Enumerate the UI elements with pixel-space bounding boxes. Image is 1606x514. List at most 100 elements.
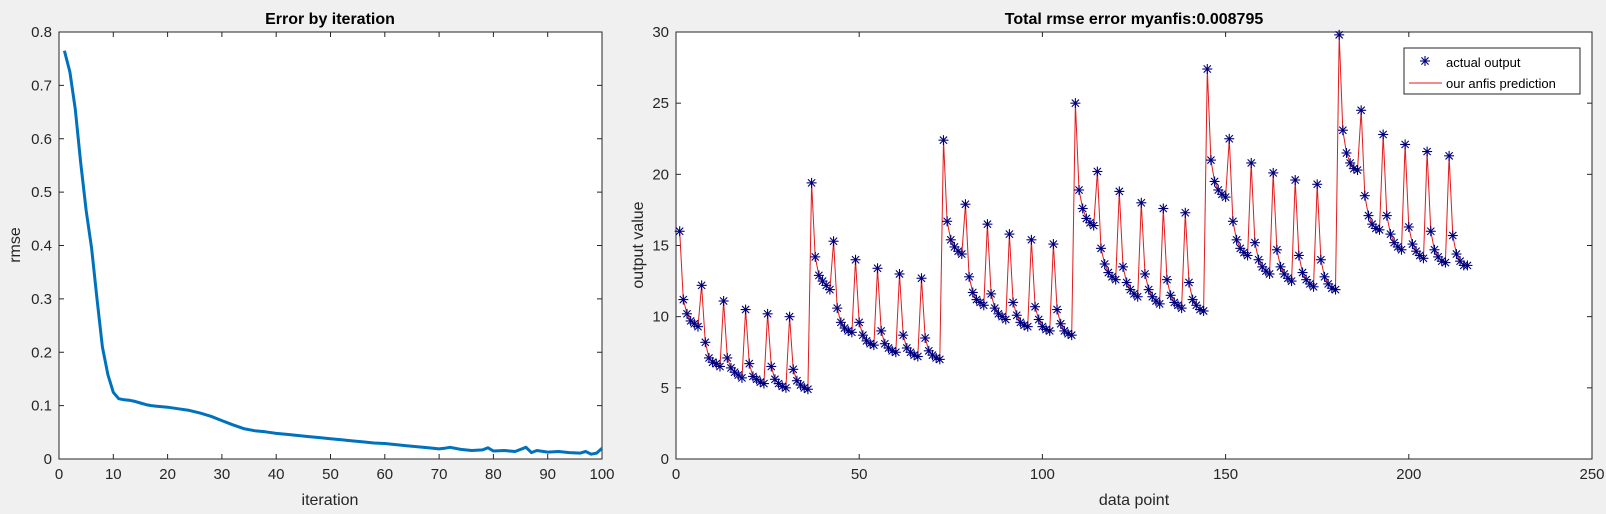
actual-output-point	[1048, 239, 1059, 250]
y-axis-label: output value	[630, 201, 647, 288]
x-tick-label: 60	[376, 466, 393, 483]
y-axis-label: rmse	[7, 227, 24, 263]
actual-output-point	[1132, 291, 1143, 302]
actual-output-point	[1352, 165, 1363, 176]
actual-output-point	[766, 361, 777, 372]
actual-output-point	[1429, 244, 1440, 255]
actual-output-point	[1114, 186, 1125, 197]
legend-marker-asterisk	[1420, 56, 1430, 66]
actual-output-point	[780, 382, 791, 393]
x-tick-label: 50	[851, 466, 868, 483]
x-tick-label: 0	[55, 466, 63, 483]
actual-output-point	[810, 251, 821, 262]
actual-output-point	[1330, 284, 1341, 295]
actual-output-point	[1136, 197, 1147, 208]
actual-output-point	[1341, 147, 1352, 158]
actual-output-point	[1052, 304, 1063, 315]
legend-asterisk	[1420, 56, 1430, 66]
actual-output-point	[850, 254, 861, 265]
y-tick-label: 0.2	[31, 344, 52, 361]
y-tick-label: 0.8	[31, 24, 52, 41]
actual-output-point	[1143, 284, 1154, 295]
actual-output-point	[1077, 203, 1088, 214]
actual-output-point	[934, 354, 945, 365]
actual-output-point	[700, 337, 711, 348]
legend-entry-anfis-prediction: our anfis prediction	[1446, 76, 1556, 91]
actual-output-point	[788, 364, 799, 375]
actual-output-point	[813, 270, 824, 281]
actual-output-point	[1301, 274, 1312, 285]
actual-output-point	[1030, 301, 1041, 312]
y-tick-label: 0.4	[31, 238, 52, 255]
actual-output-point	[964, 271, 975, 282]
x-tick-label: 90	[539, 466, 556, 483]
actual-output-point	[1451, 249, 1462, 260]
actual-output-point	[835, 317, 846, 328]
actual-output-point	[1440, 257, 1451, 268]
y-tick-label: 0.6	[31, 131, 52, 148]
x-tick-label: 20	[159, 466, 176, 483]
actual-output-point	[1092, 166, 1103, 177]
actual-output-point	[1444, 150, 1455, 161]
actual-output-point	[1205, 155, 1216, 166]
actual-output-point	[1165, 290, 1176, 301]
actual-output-point	[1337, 125, 1348, 136]
actual-output-point	[1004, 229, 1015, 240]
actual-output-point	[1264, 268, 1275, 279]
y-tick-label: 20	[652, 166, 669, 183]
actual-output-point	[1066, 330, 1077, 341]
actual-output-point	[1290, 175, 1301, 186]
actual-output-point	[1319, 271, 1330, 282]
y-tick-label: 0	[661, 451, 669, 468]
legend-box	[1403, 47, 1581, 95]
actual-output-point	[1074, 184, 1085, 195]
y-tick-label: 0.1	[31, 398, 52, 415]
actual-output-point	[777, 381, 788, 392]
x-tick-label: 40	[268, 466, 285, 483]
error-by-iteration-chart: Error by iteration iteration rmse 0 10 20 3…	[7, 11, 615, 509]
x-axis-label: iteration	[302, 492, 359, 509]
actual-output-point	[1356, 105, 1367, 116]
y-tick-label: 5	[661, 380, 669, 397]
plot-area	[58, 31, 603, 460]
actual-output-point	[1033, 314, 1044, 325]
x-tick-label: 0	[672, 466, 680, 483]
actual-output-point	[1088, 220, 1099, 231]
actual-output-point	[1161, 274, 1172, 285]
y-tick-label: 0	[44, 451, 52, 468]
actual-output-point	[1008, 297, 1019, 308]
actual-output-point	[1279, 268, 1290, 279]
y-tick-label: 30	[652, 24, 669, 41]
actual-output-point	[1422, 146, 1433, 157]
legend: actual output our anfis prediction	[1403, 47, 1581, 95]
actual-output-point	[722, 352, 733, 363]
actual-output-point	[967, 287, 978, 298]
actual-output-point	[1315, 254, 1326, 265]
actual-output-point	[696, 280, 707, 291]
actual-output-point	[758, 378, 769, 389]
actual-output-point	[846, 327, 857, 338]
plot-area	[675, 31, 1593, 460]
actual-output-point	[1202, 64, 1213, 75]
y-tick-label: 0.7	[31, 77, 52, 94]
actual-output-point	[1231, 234, 1242, 245]
actual-output-point	[1293, 250, 1304, 261]
actual-output-point	[1158, 203, 1169, 214]
actual-output-point	[1176, 303, 1187, 314]
actual-output-point	[1447, 230, 1458, 241]
actual-output-point	[1345, 157, 1356, 168]
actual-output-point	[1121, 277, 1132, 288]
legend-entry-actual-output: actual output	[1446, 55, 1521, 70]
x-tick-label: 100	[589, 466, 614, 483]
actual-output-point	[1462, 260, 1473, 271]
x-tick-label: 250	[1579, 466, 1604, 483]
actual-output-point	[1246, 157, 1257, 168]
actual-output-point	[1070, 98, 1081, 109]
actual-output-point	[744, 358, 755, 369]
actual-output-point	[916, 273, 927, 284]
actual-output-point	[1253, 254, 1264, 265]
actual-output-point	[1403, 221, 1414, 232]
actual-output-point	[1099, 259, 1110, 270]
actual-output-point	[912, 351, 923, 362]
actual-output-point	[736, 372, 747, 383]
